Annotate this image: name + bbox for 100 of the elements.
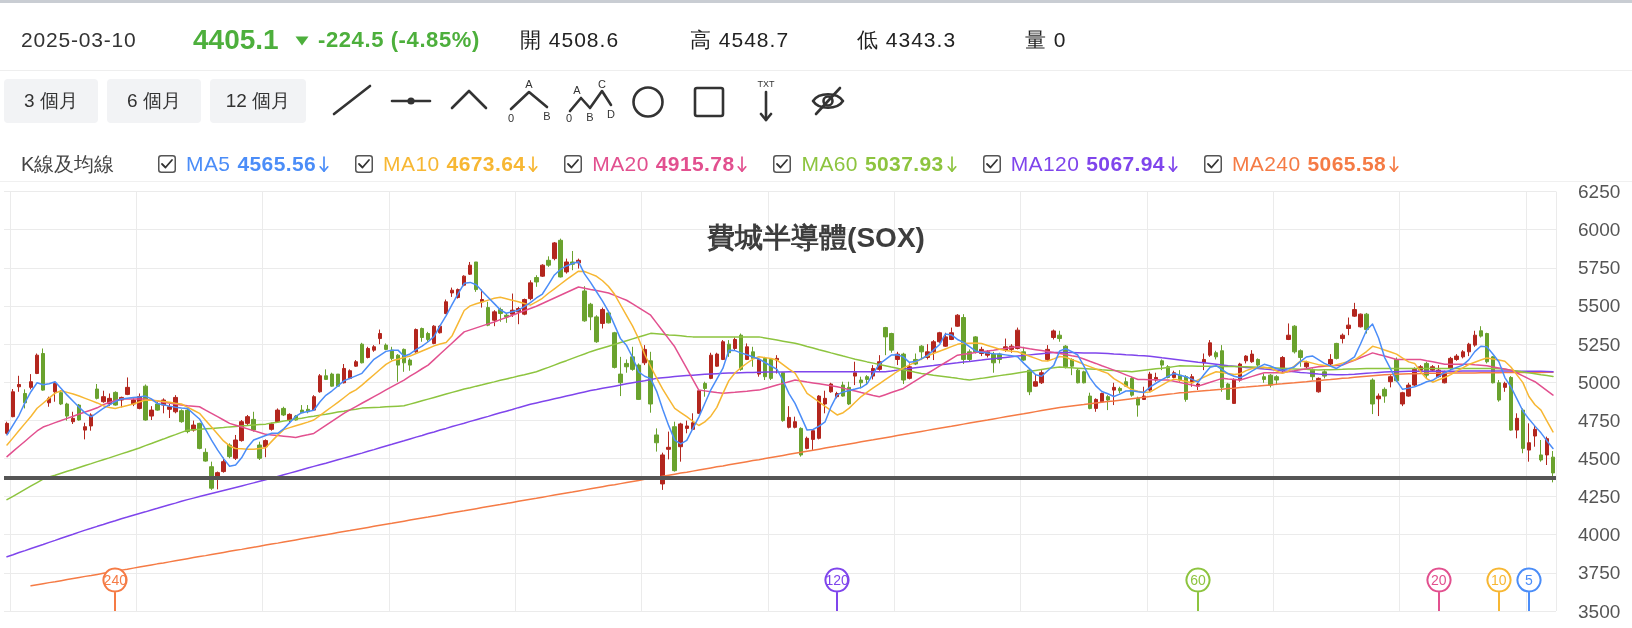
candlestick	[263, 438, 268, 458]
period-button: 3 個月	[4, 79, 98, 123]
candlestick	[59, 389, 63, 406]
candlestick	[1376, 392, 1381, 417]
candlestick	[197, 422, 202, 450]
candlestick	[612, 331, 617, 369]
candlestick	[919, 344, 924, 361]
candlestick	[811, 428, 815, 451]
candlestick	[1364, 312, 1369, 335]
text: 4673.64	[446, 152, 526, 176]
candlestick	[1340, 333, 1345, 344]
annotation: 5	[1525, 572, 1533, 588]
candlestick	[1509, 375, 1513, 432]
y-tick-label: 6000	[1578, 219, 1621, 241]
text: MA120	[1010, 152, 1080, 176]
candlestick	[29, 373, 33, 390]
candlestick	[342, 363, 346, 384]
candlestick	[1106, 394, 1110, 411]
candlestick	[745, 342, 749, 361]
candlestick	[558, 238, 563, 279]
candlestick	[269, 422, 274, 432]
candlestick	[1382, 386, 1387, 404]
candlestick	[1100, 392, 1104, 404]
candlestick	[853, 361, 857, 386]
candlestick	[1461, 349, 1465, 359]
y-tick-label: 4500	[1578, 447, 1621, 469]
candlestick	[1533, 424, 1537, 448]
annotation: 240	[103, 572, 127, 588]
candlestick	[324, 368, 328, 381]
candlestick	[414, 327, 418, 354]
candlestick	[775, 354, 779, 374]
candlestick	[1515, 412, 1519, 439]
candlestick	[281, 406, 286, 417]
y-tick-label: 5250	[1578, 333, 1621, 355]
candlestick	[552, 241, 557, 261]
text: 5065.58	[1307, 152, 1387, 176]
candlestick	[149, 405, 154, 421]
candlestick	[372, 344, 376, 353]
candlestick	[721, 339, 725, 361]
candlestick	[53, 381, 57, 403]
text: MA10	[383, 152, 440, 176]
candlestick	[672, 421, 677, 473]
line-series	[30, 371, 1554, 587]
text: 低 4343.3	[857, 27, 957, 53]
candlestick	[540, 263, 545, 278]
candlestick	[1244, 354, 1248, 364]
text: MA5	[186, 152, 231, 176]
candlestick	[426, 331, 430, 343]
candlestick	[1262, 372, 1266, 384]
candlestick	[125, 376, 130, 396]
line-series	[6, 351, 1554, 558]
candlestick	[360, 342, 364, 364]
candlestick	[318, 373, 322, 394]
y-tick-label: 5500	[1578, 295, 1621, 317]
candlestick	[1136, 396, 1140, 418]
candlestick	[450, 287, 454, 298]
candlestick	[1467, 342, 1471, 357]
candlestick	[528, 279, 533, 301]
candlestick	[1346, 317, 1351, 336]
candlestick	[823, 390, 827, 414]
candlestick	[534, 274, 539, 288]
candlestick	[1160, 358, 1164, 371]
candlestick	[1551, 450, 1555, 483]
period-button: 6 個月	[107, 79, 201, 123]
candlestick	[1334, 342, 1339, 360]
candlestick	[799, 426, 803, 458]
text: 4405.1	[193, 23, 279, 57]
text: 5037.93	[864, 152, 944, 176]
text: MA240	[1231, 152, 1301, 176]
candlestick	[666, 431, 671, 460]
candlestick	[1057, 330, 1062, 343]
candlestick	[408, 357, 412, 372]
candlestick	[275, 407, 280, 424]
y-tick-label: 6250	[1578, 181, 1621, 202]
candlestick	[420, 327, 424, 343]
candlestick	[492, 309, 497, 327]
candlestick	[955, 313, 960, 328]
line-series	[6, 332, 1554, 501]
candlestick	[41, 347, 45, 392]
text: 開 4508.6	[520, 27, 620, 53]
candlestick	[1208, 339, 1212, 358]
text: 5067.94	[1086, 152, 1165, 176]
text: -224.5 (-4.85%)	[318, 26, 480, 54]
candlestick	[600, 307, 605, 329]
text: K線及均線	[21, 152, 115, 177]
text: 4915.78	[655, 152, 735, 176]
period-button: 12 個月	[210, 79, 306, 123]
candlestick	[1473, 330, 1477, 348]
candlestick	[71, 411, 75, 425]
candlestick	[1328, 353, 1333, 366]
candlestick	[1027, 367, 1032, 396]
text: 費城半導體(SOX)	[706, 221, 925, 253]
text: MA20	[592, 152, 649, 176]
candlestick	[468, 261, 472, 276]
candlestick	[5, 421, 9, 435]
candlestick	[1388, 374, 1393, 388]
candlestick	[1226, 382, 1230, 401]
annotation: 60	[1190, 572, 1206, 588]
text: 量 0	[1025, 27, 1067, 53]
candlestick	[1076, 367, 1080, 384]
